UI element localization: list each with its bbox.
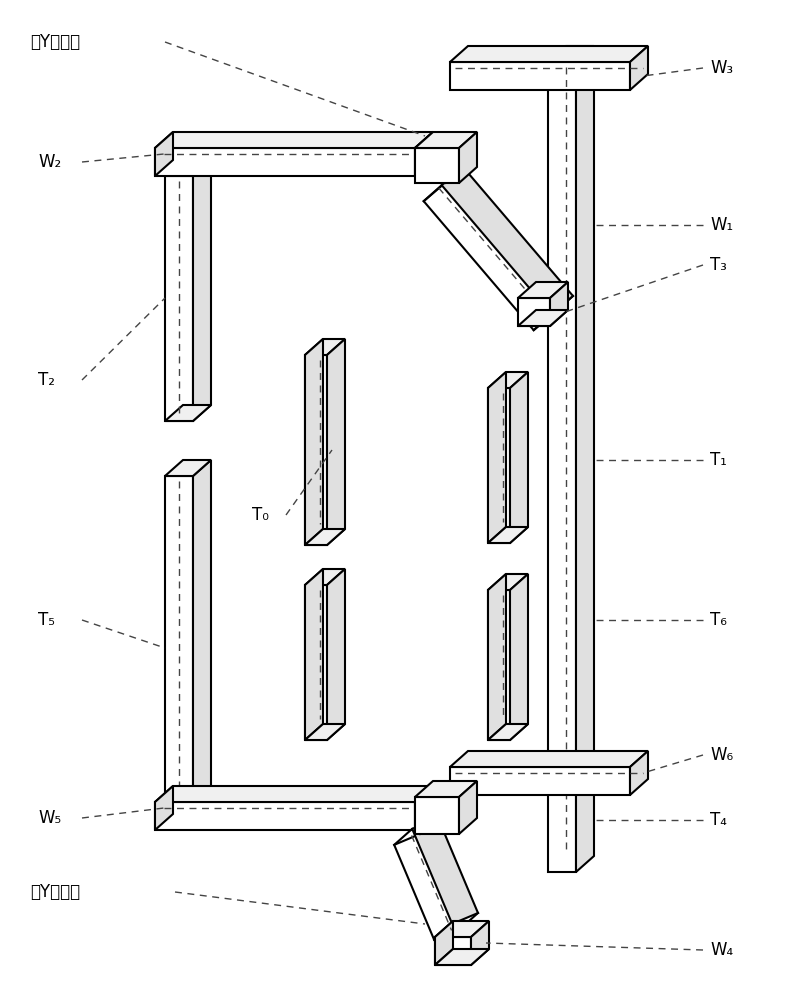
Polygon shape [193, 460, 211, 820]
Polygon shape [415, 148, 459, 183]
Text: T₁: T₁ [710, 451, 727, 469]
Polygon shape [488, 388, 510, 543]
Polygon shape [415, 132, 477, 148]
Polygon shape [630, 751, 648, 795]
Polygon shape [305, 724, 345, 740]
Polygon shape [165, 460, 211, 476]
Text: T₃: T₃ [710, 256, 727, 274]
Polygon shape [518, 298, 550, 326]
Polygon shape [450, 751, 648, 767]
Polygon shape [415, 786, 433, 830]
Polygon shape [305, 355, 327, 545]
Text: W₁: W₁ [710, 216, 733, 234]
Text: W₅: W₅ [38, 809, 61, 827]
Polygon shape [327, 569, 345, 740]
Polygon shape [305, 339, 323, 545]
Polygon shape [415, 797, 459, 834]
Polygon shape [450, 62, 630, 90]
Polygon shape [415, 132, 433, 176]
Polygon shape [193, 160, 211, 421]
Text: W₆: W₆ [710, 746, 733, 764]
Polygon shape [459, 132, 477, 183]
Polygon shape [630, 46, 648, 90]
Polygon shape [548, 62, 576, 872]
Polygon shape [450, 767, 630, 795]
Text: 下Y型鐵芯: 下Y型鐵芯 [30, 883, 80, 901]
Polygon shape [488, 590, 510, 740]
Polygon shape [459, 781, 477, 834]
Polygon shape [305, 569, 323, 740]
Polygon shape [305, 569, 345, 585]
Polygon shape [548, 46, 594, 62]
Polygon shape [424, 183, 555, 330]
Polygon shape [305, 339, 345, 355]
Polygon shape [305, 529, 345, 545]
Polygon shape [412, 818, 478, 924]
Polygon shape [518, 310, 568, 326]
Polygon shape [450, 46, 648, 62]
Polygon shape [488, 527, 528, 543]
Polygon shape [435, 921, 489, 937]
Polygon shape [305, 585, 327, 740]
Text: W₃: W₃ [710, 59, 733, 77]
Polygon shape [488, 724, 528, 740]
Polygon shape [155, 132, 173, 176]
Text: T₀: T₀ [252, 506, 269, 524]
Polygon shape [435, 937, 471, 965]
Polygon shape [488, 574, 528, 590]
Polygon shape [155, 802, 415, 830]
Text: T₂: T₂ [38, 371, 55, 389]
Polygon shape [442, 167, 573, 314]
Polygon shape [576, 46, 594, 872]
Text: W₄: W₄ [710, 941, 733, 959]
Polygon shape [155, 786, 173, 830]
Polygon shape [488, 372, 528, 388]
Text: T₄: T₄ [710, 811, 727, 829]
Polygon shape [155, 786, 433, 802]
Polygon shape [327, 339, 345, 545]
Polygon shape [394, 834, 460, 939]
Polygon shape [155, 132, 433, 148]
Polygon shape [510, 574, 528, 740]
Polygon shape [165, 804, 211, 820]
Polygon shape [435, 949, 489, 965]
Polygon shape [155, 148, 415, 176]
Text: T₆: T₆ [710, 611, 727, 629]
Polygon shape [165, 405, 211, 421]
Polygon shape [488, 574, 506, 740]
Polygon shape [471, 921, 489, 965]
Polygon shape [488, 372, 506, 543]
Text: 上Y型鐵芯: 上Y型鐵芯 [30, 33, 80, 51]
Polygon shape [415, 781, 477, 797]
Polygon shape [510, 372, 528, 543]
Polygon shape [165, 176, 193, 421]
Polygon shape [165, 476, 193, 820]
Text: W₂: W₂ [38, 153, 62, 171]
Text: T₅: T₅ [38, 611, 55, 629]
Polygon shape [435, 921, 453, 965]
Polygon shape [550, 282, 568, 326]
Polygon shape [518, 282, 568, 298]
